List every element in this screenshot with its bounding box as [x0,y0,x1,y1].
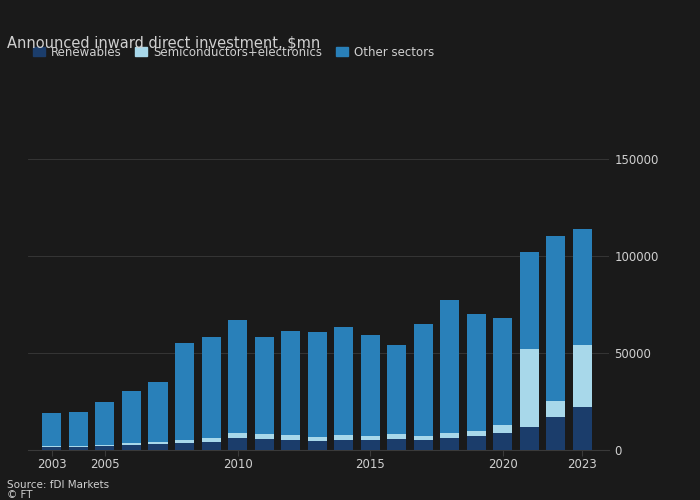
Bar [95,444,115,446]
Bar [255,434,274,440]
Bar [360,436,380,440]
Bar [148,444,167,450]
Bar [520,349,539,426]
Bar [69,446,88,447]
Bar [307,442,327,450]
Bar [360,336,380,436]
Bar [387,345,406,434]
Bar [360,440,380,450]
Bar [122,390,141,443]
Bar [175,443,194,450]
Bar [228,320,247,432]
Bar [228,432,247,438]
Bar [387,440,406,450]
Bar [255,338,274,434]
Bar [202,442,220,450]
Bar [440,432,459,438]
Bar [520,426,539,450]
Text: © FT: © FT [7,490,32,500]
Bar [42,413,62,446]
Bar [148,442,167,444]
Bar [547,402,566,417]
Bar [494,318,512,424]
Bar [467,436,486,450]
Bar [69,412,88,446]
Bar [334,436,354,440]
Bar [307,332,327,438]
Bar [573,345,592,408]
Bar [520,252,539,349]
Legend: Renewables, Semiconductors+electronics, Other sectors: Renewables, Semiconductors+electronics, … [28,41,439,64]
Bar [573,408,592,450]
Bar [42,447,62,450]
Bar [414,436,433,440]
Bar [175,440,194,443]
Bar [387,434,406,440]
Bar [467,430,486,436]
Bar [440,438,459,450]
Bar [281,440,300,450]
Bar [414,324,433,436]
Bar [175,343,194,440]
Bar [148,382,167,442]
Bar [440,300,459,432]
Bar [467,314,486,430]
Bar [414,440,433,450]
Bar [122,445,141,450]
Bar [122,443,141,445]
Bar [228,438,247,450]
Bar [547,236,566,402]
Bar [281,330,300,436]
Bar [69,447,88,450]
Bar [334,326,354,436]
Bar [202,438,220,442]
Text: Source: fDI Markets: Source: fDI Markets [7,480,109,490]
Bar [494,424,512,432]
Bar [573,228,592,345]
Bar [307,438,327,442]
Bar [42,446,62,447]
Bar [95,446,115,450]
Bar [202,338,220,438]
Bar [95,402,115,444]
Bar [281,436,300,440]
Bar [547,417,566,450]
Bar [334,440,354,450]
Text: Announced inward direct investment, $mn: Announced inward direct investment, $mn [7,35,321,50]
Bar [494,432,512,450]
Bar [255,440,274,450]
